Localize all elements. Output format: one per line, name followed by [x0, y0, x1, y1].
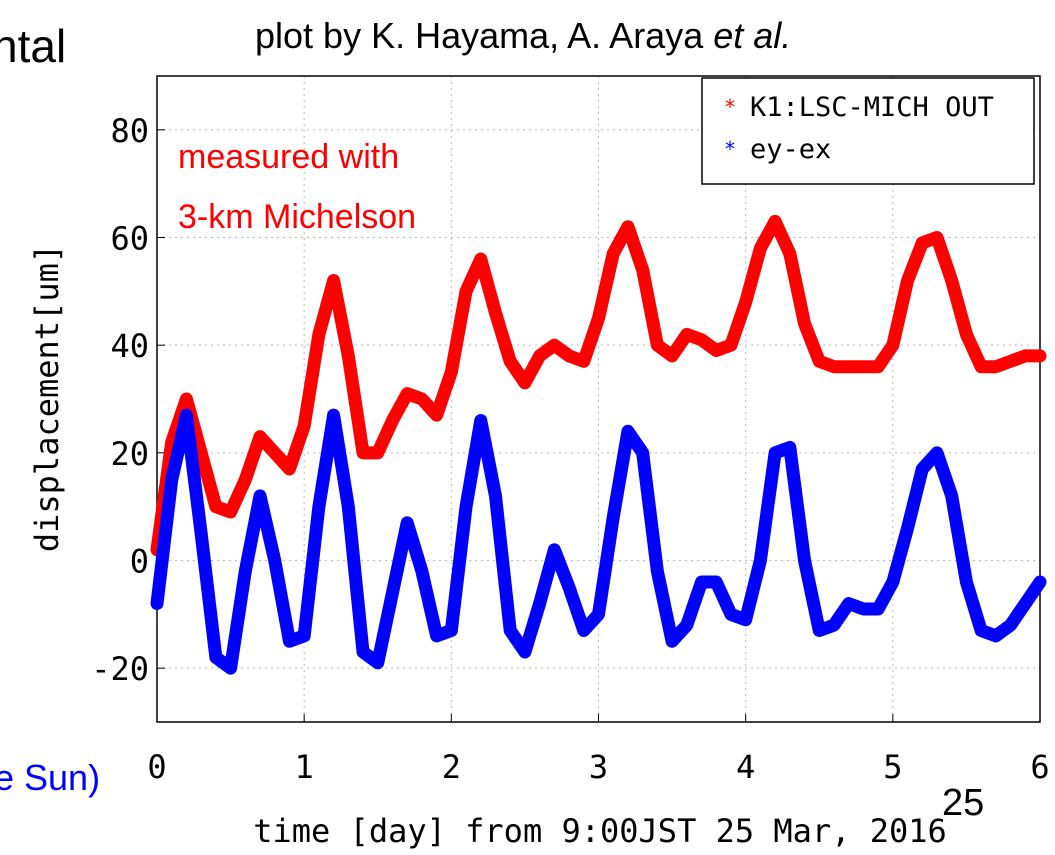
y-tick-label: 40	[110, 327, 149, 365]
legend-box	[701, 77, 1035, 185]
series-line	[150, 408, 1047, 675]
legend-label: ey-ex	[750, 134, 831, 165]
legend-label: K1:LSC-MICH OUT	[750, 92, 994, 123]
plot-area: -20 0 20 40 60 80 0 1 2 3 4 5 6 * K1:LSC-MICH OUT * ey-e…	[91, 75, 1050, 786]
annotation: measured with	[178, 138, 399, 176]
credit: plot by K. Hayama, A. Araya et al.	[255, 15, 791, 56]
x-tick-label: 1	[295, 748, 314, 786]
legend-marker: *	[724, 137, 736, 161]
y-tick-label: 0	[130, 543, 149, 581]
y-tick-label: 80	[110, 112, 149, 150]
plot-frame	[156, 75, 1041, 723]
x-tick-label: 5	[883, 748, 902, 786]
y-tick-label: 60	[110, 220, 149, 258]
page-number: 25	[942, 782, 984, 824]
series-line	[150, 214, 1047, 557]
credit-italic: et al.	[713, 15, 791, 56]
clipped-caption: e Sun)	[0, 757, 100, 798]
y-tick-label: 20	[110, 435, 149, 473]
y-axis-label: displacement[um]	[28, 244, 66, 552]
y-tick-label: -20	[91, 650, 149, 688]
credit-text: plot by K. Hayama, A. Araya	[255, 15, 704, 56]
x-tick-label: 6	[1030, 748, 1049, 786]
x-tick-label: 4	[736, 748, 755, 786]
x-tick-label: 2	[442, 748, 461, 786]
x-tick-label: 0	[147, 748, 166, 786]
annotation: 3-km Michelson	[178, 198, 416, 236]
x-tick-label: 3	[589, 748, 608, 786]
x-axis-label: time [day] from 9:00JST 25 Mar, 2016	[253, 812, 947, 850]
clipped-title: ntal	[0, 20, 66, 72]
legend-marker: *	[724, 95, 736, 119]
